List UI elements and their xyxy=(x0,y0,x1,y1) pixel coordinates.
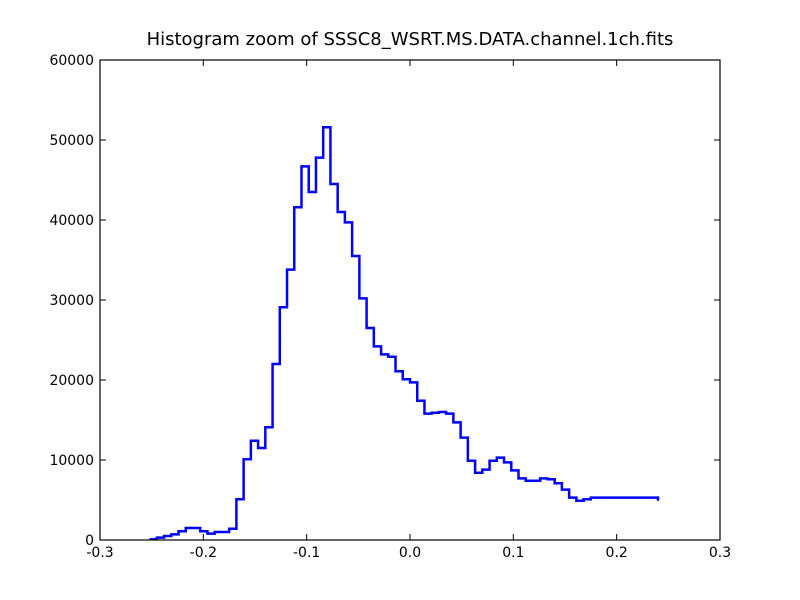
x-tick-label: -0.3 xyxy=(86,545,113,561)
axis-ticks: -0.3 -0.2 -0.1 0.0 0.1 0.2 0.3 0 10000 20000 30000… xyxy=(49,53,731,561)
plot-area xyxy=(149,125,660,541)
y-tick-label: 30000 xyxy=(49,293,94,309)
y-tick-label: 10000 xyxy=(49,453,94,469)
x-tick-label: -0.2 xyxy=(190,545,217,561)
x-tick-label: -0.1 xyxy=(293,545,320,561)
y-tick-label: 0 xyxy=(85,533,94,549)
x-tick-label: 0.3 xyxy=(709,545,731,561)
y-tick-label: 40000 xyxy=(49,213,94,229)
y-tick-label: 20000 xyxy=(49,373,94,389)
y-tick-label: 50000 xyxy=(49,133,94,149)
axes-frame xyxy=(99,59,721,541)
chart-title: Histogram zoom of SSSC8_WSRT.MS.DATA.cha… xyxy=(147,29,674,50)
histogram-step-line xyxy=(149,125,660,541)
x-tick-label: 0.2 xyxy=(606,545,628,561)
x-tick-label: 0.0 xyxy=(399,545,421,561)
y-tick-label: 60000 xyxy=(49,53,94,69)
x-tick-label: 0.1 xyxy=(502,545,524,561)
